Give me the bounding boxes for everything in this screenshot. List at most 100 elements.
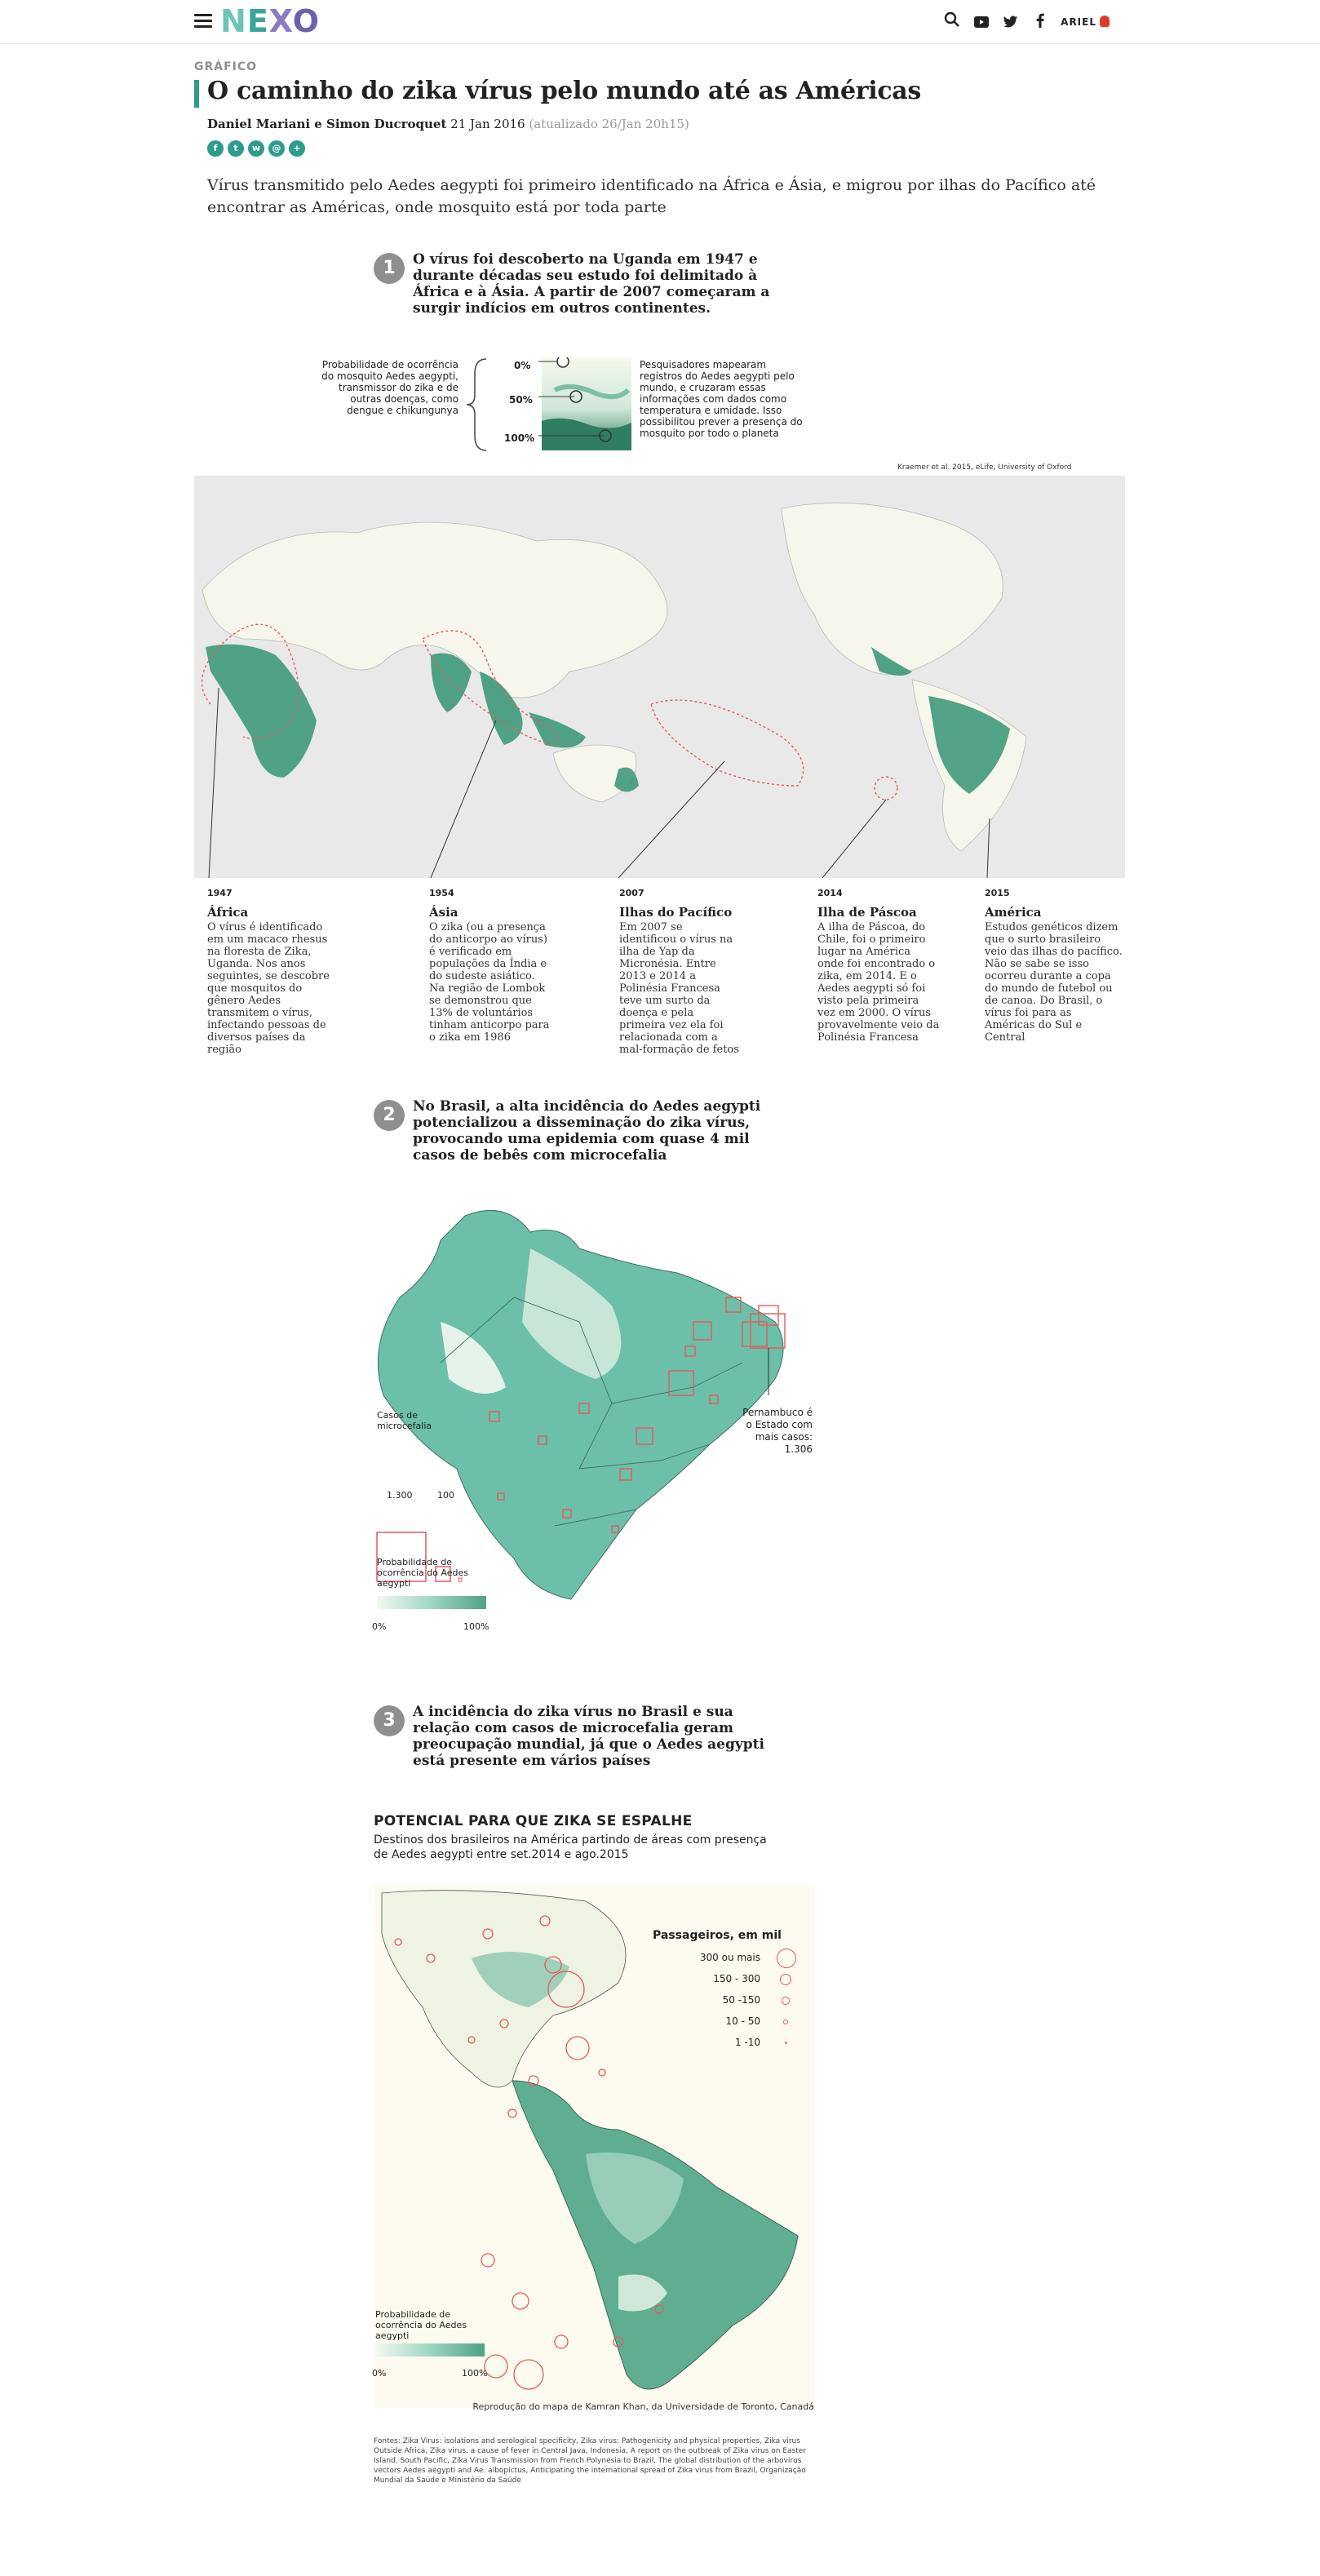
legend-label: 1 -10 (734, 2037, 760, 2048)
timeline-body: Em 2007 se identificou o vírus na ilha d… (619, 921, 739, 1056)
americas-spread-map (374, 1885, 814, 2407)
timeline-year: 1954 (429, 888, 454, 898)
logo-letter: O (292, 3, 321, 39)
user-icon (1100, 16, 1110, 27)
passengers-legend-title: Passageiros, em mil (653, 1929, 782, 1942)
probability-scale-bar (377, 1596, 486, 1609)
legend-row: 1 -10 (653, 2033, 816, 2055)
legend-row: 300 ou mais (653, 1949, 816, 1970)
section-3-text: A incidência do zika vírus no Brasil e s… (413, 1704, 764, 1769)
top-navigation-bar: NEXO ARIEL (0, 0, 1320, 44)
share-twitter-icon[interactable]: t (228, 140, 244, 157)
probability-legend-title: Probabilidade de ocorrência do Aedes aeg… (375, 2309, 467, 2341)
scale-min-label: 0% (372, 1621, 387, 1632)
timeline-item: 2015 América Estudos genéticos dizem que… (985, 888, 1123, 1044)
nexo-logo[interactable]: NEXO (220, 5, 320, 38)
menu-icon[interactable] (194, 14, 212, 29)
timeline-body: A ilha de Páscoa, do Chile, foi o primei… (817, 921, 940, 1044)
section-1-text: O vírus foi descoberto na Uganda em 1947… (413, 251, 770, 317)
spread-map-title: POTENCIAL PARA QUE ZIKA SE ESPALHE (374, 1813, 693, 1829)
legend-circle (785, 2042, 787, 2044)
source-credit: Kraemer et al. 2015, eLife, University o… (897, 463, 1072, 472)
legend-circle (782, 1997, 790, 2005)
sources-footnote: Fontes: Zika Virus: isolations and serol… (374, 2437, 807, 2485)
twitter-icon[interactable] (1002, 12, 1020, 32)
article-kicker[interactable]: GRÁFICO (194, 60, 258, 73)
user-name: ARIEL (1061, 16, 1096, 28)
timeline-title: Ilhas do Pacífico (619, 905, 733, 920)
youtube-icon[interactable] (972, 12, 990, 32)
title-accent-bar (194, 80, 199, 108)
share-email-icon[interactable]: @ (268, 140, 285, 157)
timeline-item: 2014 Ilha de Páscoa A ilha de Páscoa, do… (817, 888, 940, 1044)
scale-max-label: 100% (462, 2368, 488, 2379)
legend-label: 300 ou mais (699, 1952, 760, 1963)
timeline-year: 2015 (985, 888, 1010, 898)
timeline-body: Estudos genéticos dizem que o surto bras… (985, 921, 1123, 1044)
cases-legend-title: Casos de microcefalia (377, 1410, 432, 1431)
cases-legend-value: 100 (437, 1490, 454, 1501)
timeline-year: 2014 (817, 888, 843, 898)
legend-row: 150 - 300 (653, 1970, 816, 1991)
world-map-graphic (201, 502, 1027, 878)
timeline-year: 1947 (207, 888, 233, 898)
legend-label: 150 - 300 (713, 1973, 760, 1984)
timeline-item: 2007 Ilhas do Pacífico Em 2007 se identi… (619, 888, 742, 1056)
pct-label: 50% (509, 394, 533, 406)
user-account-link[interactable]: ARIEL (1061, 16, 1110, 28)
header-actions: ARIEL (943, 11, 1110, 32)
legend-row: 10 - 50 (653, 2012, 816, 2033)
scale-min-label: 0% (372, 2368, 387, 2379)
legend-circle (777, 1949, 796, 1968)
brazil-map-graphic (376, 1209, 786, 1600)
legend-row: 50 -150 (653, 1991, 816, 2012)
timeline-item: 1954 Ásia O zika (ou a presença do antic… (429, 888, 551, 1044)
timeline-body: O vírus é identificado em um macaco rhes… (207, 921, 330, 1056)
pct-label: 0% (514, 360, 531, 371)
facebook-icon[interactable] (1031, 12, 1049, 32)
passengers-legend: Passageiros, em mil 300 ou mais 150 - 30… (653, 1929, 816, 2055)
timeline-title: Ilha de Páscoa (817, 905, 917, 920)
article-lede: Vírus transmitido pelo Aedes aegypti foi… (207, 176, 1096, 216)
scale-max-label: 100% (463, 1621, 489, 1632)
timeline-title: África (207, 905, 249, 920)
probability-label: Probabilidade de ocorrência do mosquito … (321, 359, 458, 416)
article-title: O caminho do zika vírus pelo mundo até a… (207, 77, 922, 105)
bracket-graphic (466, 358, 487, 451)
spread-map-subtitle: Destinos dos brasileiros na América part… (374, 1833, 767, 1861)
research-note: Pesquisadores mapearam registros do Aede… (640, 359, 803, 439)
updated-date: (atualizado 26/Jan 20h15) (529, 117, 689, 131)
section-2-text: No Brasil, a alta incidência do Aedes ae… (413, 1098, 761, 1164)
pernambuco-annotation: Pernambuco é o Estado com mais casos: 1.… (742, 1407, 813, 1455)
world-mosquito-map (194, 476, 1125, 878)
logo-letter: E (246, 3, 269, 39)
section-number-badge: 2 (374, 1100, 405, 1131)
logo-letter: X (268, 3, 293, 39)
timeline-year: 2007 (619, 888, 644, 898)
brazil-microcephaly-map (367, 1199, 808, 1607)
map-reproduction-credit: Reprodução do mapa de Kamran Khan, da Un… (472, 2401, 814, 2412)
probability-sample-map (538, 357, 631, 450)
search-icon[interactable] (943, 11, 961, 32)
probability-scale-bar (375, 2343, 485, 2357)
pct-label: 100% (504, 432, 535, 444)
logo-letter: N (220, 3, 247, 39)
authors[interactable]: Daniel Mariani e Simon Ducroquet (207, 117, 447, 131)
share-facebook-icon[interactable]: f (207, 140, 224, 157)
legend-label: 10 - 50 (725, 2015, 761, 2027)
timeline-body: O zika (ou a presença do anticorpo ao ví… (429, 921, 550, 1044)
byline: Daniel Mariani e Simon Ducroquet 21 Jan … (207, 117, 689, 131)
share-more-icon[interactable]: + (289, 140, 305, 157)
legend-label: 50 -150 (722, 1994, 760, 2006)
legend-circle (780, 1974, 791, 1985)
section-number-badge: 1 (374, 253, 405, 284)
probability-legend-title: Probabilidade de ocorrência do Aedes aeg… (377, 1557, 468, 1589)
americas-map-graphic (381, 1890, 799, 2390)
cases-legend-value: 1.300 (387, 1490, 413, 1501)
timeline-title: Ásia (429, 905, 458, 920)
share-whatsapp-icon[interactable]: w (248, 140, 264, 157)
legend-circle (783, 2020, 788, 2024)
share-buttons: f t w @ + (207, 140, 305, 157)
timeline-item: 1947 África O vírus é identificado em um… (207, 888, 330, 1056)
publish-date: 21 Jan 2016 (450, 117, 525, 131)
